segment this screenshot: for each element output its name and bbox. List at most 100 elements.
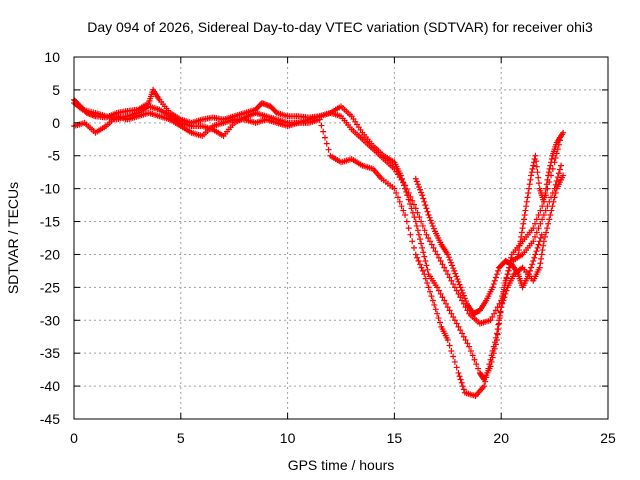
x-tick-labels: 0 5 10 15 20 25 [70,430,616,446]
data-point [521,211,528,218]
data-point [441,297,448,304]
data-point [417,186,424,193]
data-point [437,258,444,265]
data-point [496,312,503,319]
data-point [489,347,496,354]
data-point [441,264,448,271]
data-point [455,369,462,376]
data-point [546,165,553,172]
data-point [498,304,505,311]
grid [74,57,608,419]
data-point [535,241,542,248]
data-point [325,146,332,153]
data-point [459,289,466,296]
data-point [530,225,537,232]
data-point [533,229,540,236]
series-2 [71,100,565,327]
data-point [533,216,540,223]
data-point [451,317,458,324]
data-point [425,235,432,241]
data-point [451,284,458,291]
data-point [402,211,409,218]
data-point [394,194,401,201]
data-point [534,244,541,251]
data-point [396,198,403,205]
data-point [550,198,557,205]
data-point [544,176,551,183]
data-point [405,190,412,197]
data-point [532,152,539,159]
data-point [421,198,428,205]
data-point [520,216,527,223]
data-point [523,198,530,205]
data-point [393,190,400,197]
data-point [421,271,428,278]
data-point [537,235,544,241]
data-point [446,342,453,349]
data-point [430,244,437,251]
data-point [323,140,330,147]
data-point [505,267,512,274]
y-tick-label: -20 [40,246,60,262]
data-point [489,284,496,291]
data-point [500,297,507,304]
y-axis-label: SDTVAR / TECUs [5,182,21,294]
data-point [526,181,533,188]
data-point [473,361,480,368]
data-point [462,337,469,344]
data-point [546,216,553,223]
data-point [495,321,502,328]
data-point [457,327,464,334]
data-point [487,317,494,324]
data-point [428,241,435,248]
data-point [416,214,423,221]
data-point [535,211,542,218]
data-point [519,225,526,232]
data-point [427,217,434,224]
data-point [481,383,488,390]
data-point [422,275,429,282]
data-point [443,300,450,307]
data-point [321,134,328,141]
data-point [425,284,432,291]
data-point [484,369,491,376]
data-point [492,274,499,281]
data-point [456,373,463,380]
x-axis-label: GPS time / hours [288,457,395,473]
data-point [403,218,410,225]
data-point [491,277,498,284]
x-tick-label: 15 [387,430,403,446]
data-point [403,186,410,193]
data-point [540,242,547,249]
data-point [453,320,460,327]
data-point [420,195,427,202]
data-point [542,207,549,214]
data-point [551,194,558,201]
data-point [539,247,546,254]
data-point [445,254,452,261]
data-point [493,271,500,278]
data-point [522,207,529,214]
data-point [487,356,494,363]
data-point [543,229,550,236]
data-point [555,170,562,177]
data-point [456,281,463,288]
series-1 [71,86,565,383]
data-point [419,244,426,251]
data-point [458,287,465,294]
data-point [529,165,536,172]
data-point [318,122,325,129]
data-point [535,225,542,232]
data-point [432,306,439,313]
data-point [558,162,565,169]
data-point [547,162,554,169]
data-point [504,271,511,278]
data-point [400,207,407,214]
data-point [423,205,430,212]
data-point [421,227,428,234]
data-point [446,256,453,263]
data-point [535,174,542,181]
data-point [457,284,464,291]
data-point [428,220,435,227]
data-point [530,162,537,169]
